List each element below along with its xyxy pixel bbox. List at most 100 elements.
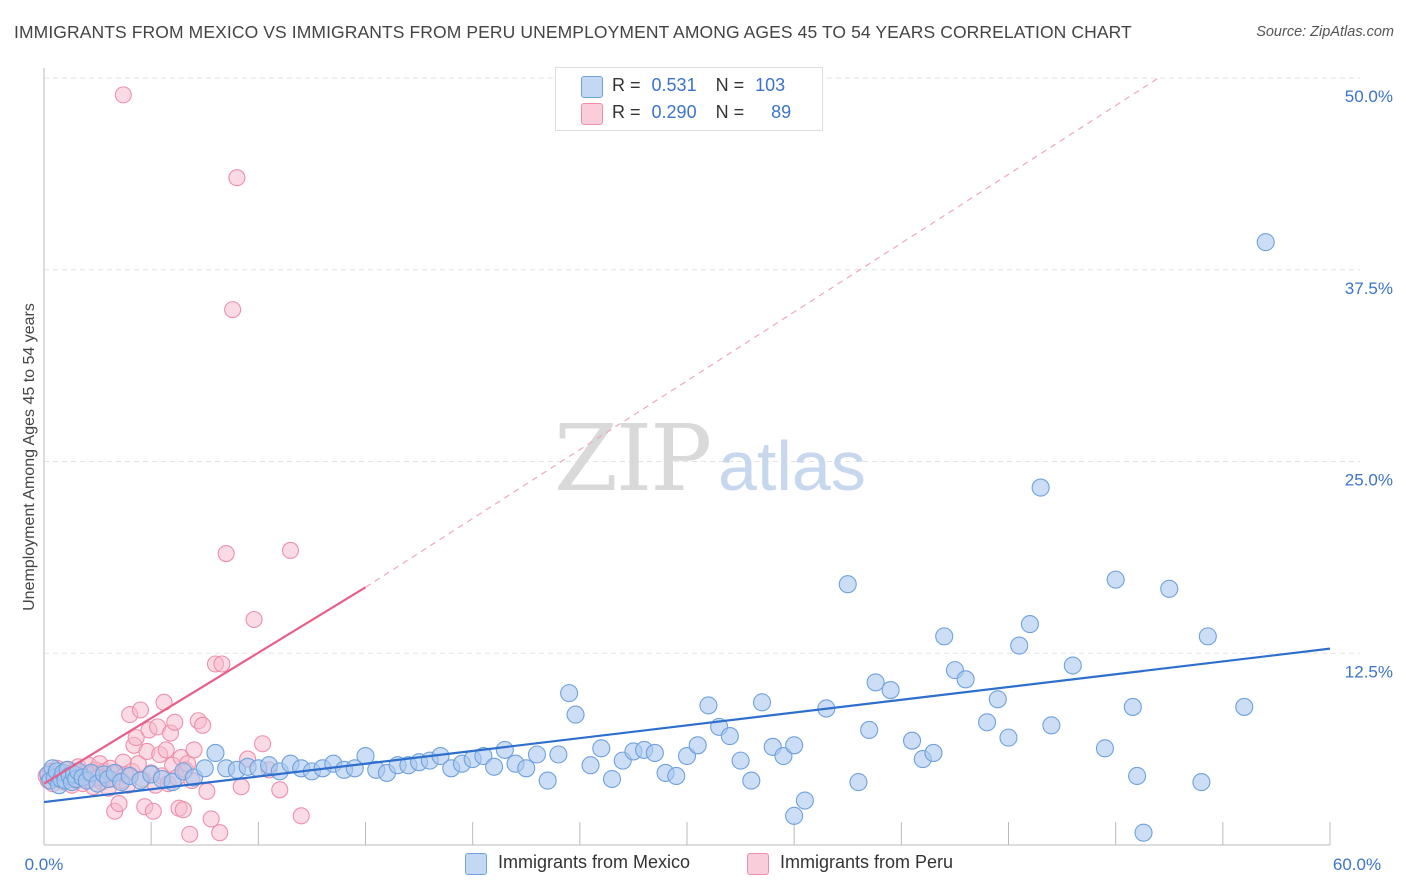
peru-point (174, 801, 192, 819)
mexico-point (752, 693, 772, 712)
x-tick-label-max: 60.0% (1333, 855, 1381, 874)
mexico-point (581, 756, 600, 775)
peru-point (224, 301, 242, 319)
mexico-point (785, 736, 804, 755)
peru-point (202, 810, 220, 828)
n-label-mexico: N = (715, 75, 745, 95)
peru-point (211, 824, 229, 842)
series-legend: Immigrants from Mexico Immigrants from P… (0, 852, 1406, 878)
mexico-point (1128, 766, 1147, 786)
mexico-point (517, 759, 536, 778)
peru-point (131, 701, 149, 719)
y-tick-label: 37.5% (1345, 279, 1393, 298)
mexico-point (699, 696, 718, 715)
mexico-point (785, 806, 804, 825)
n-value-peru: 89 (771, 102, 792, 122)
peru-point (194, 716, 212, 734)
peru-point (166, 713, 184, 731)
mexico-point (1010, 636, 1029, 655)
mexico-point (1192, 773, 1211, 792)
mexico-point (195, 759, 214, 778)
mexico-point (849, 773, 868, 792)
mexico-point (1256, 233, 1275, 252)
y-tick-label: 50.0% (1345, 87, 1393, 106)
legend-label-peru: Immigrants from Peru (780, 852, 954, 872)
mexico-point (538, 771, 557, 790)
peru-point (157, 741, 175, 759)
mexico-point (1160, 579, 1179, 598)
mexico-point (1134, 823, 1153, 842)
mexico-point (474, 746, 493, 766)
mexico-point (978, 713, 997, 732)
gridlines (44, 77, 1360, 654)
mexico-point (206, 743, 225, 763)
legend-swatch-mexico-bottom (465, 853, 487, 875)
mexico-point (999, 728, 1018, 747)
x-tick-label-min: 0.0% (25, 855, 64, 874)
peru-point (292, 807, 310, 825)
y-tick-label: 12.5% (1345, 662, 1393, 681)
y-tick-label: 25.0% (1345, 471, 1393, 490)
peru-point (144, 802, 162, 820)
peru-point (198, 782, 216, 800)
mexico-point (1020, 615, 1039, 634)
mexico-point (527, 745, 547, 764)
mexico-point (1063, 656, 1082, 675)
mexico-point (1235, 697, 1254, 716)
mexico-point (1198, 627, 1217, 646)
watermark-atlas: atlas (718, 427, 866, 505)
watermark: ZIP atlas (554, 405, 866, 512)
mexico-points (39, 233, 1275, 842)
r-value-peru: 0.290 (651, 102, 697, 122)
mexico-point (645, 743, 664, 763)
mexico-point (838, 575, 857, 594)
mexico-point (956, 670, 975, 689)
peru-point (232, 778, 250, 796)
mexico-point (720, 727, 739, 746)
mexico-point (688, 736, 707, 755)
mexico-point (1123, 697, 1142, 716)
peru-point (185, 741, 203, 759)
mexico-point (866, 673, 885, 692)
mexico-point (560, 684, 579, 703)
mexico-point (549, 745, 568, 764)
legend-text-peru: R = 0.290 N = 89 (612, 102, 791, 123)
peru-point (271, 781, 289, 799)
trend-lines (43, 77, 1331, 804)
mexico-point (1106, 570, 1125, 589)
peru-point (213, 655, 231, 673)
mexico-point (935, 627, 954, 646)
legend-label-mexico: Immigrants from Mexico (498, 852, 691, 872)
r-label-peru: R = (612, 102, 641, 122)
mexico-point (485, 757, 504, 776)
peru-point (245, 610, 263, 629)
mexico-point (795, 791, 814, 810)
mexico-point (1031, 478, 1050, 497)
mexico-point (881, 681, 900, 700)
mexico-point (924, 743, 943, 763)
legend-text-mexico: R = 0.531 N = 103 (612, 75, 785, 96)
mexico-point (1095, 739, 1114, 758)
n-label-peru: N = (715, 102, 745, 122)
legend-swatch-mexico (581, 76, 603, 98)
peru-point (254, 735, 272, 753)
mexico-point (1042, 716, 1061, 735)
mexico-point (667, 766, 686, 786)
source-label: Source: ZipAtlas.com (1256, 24, 1394, 40)
peru-point (114, 86, 132, 104)
peru-point (281, 541, 300, 560)
peru-points (37, 86, 310, 843)
y-axis-title: Unemployment Among Ages 45 to 54 years (21, 303, 38, 611)
peru-point (110, 795, 128, 813)
correlation-legend: R = 0.531 N = 103 R = 0.290 N = 89 (555, 67, 823, 131)
peru-point (228, 169, 246, 187)
mexico-point (602, 769, 622, 789)
mexico-point (774, 746, 793, 766)
r-value-mexico: 0.531 (651, 75, 697, 95)
mexico-point (731, 751, 750, 770)
mexico-point (566, 705, 585, 724)
chart-title: IMMIGRANTS FROM MEXICO VS IMMIGRANTS FRO… (14, 22, 1132, 42)
peru-trend-extension (365, 77, 1159, 588)
mexico-point (677, 746, 697, 766)
